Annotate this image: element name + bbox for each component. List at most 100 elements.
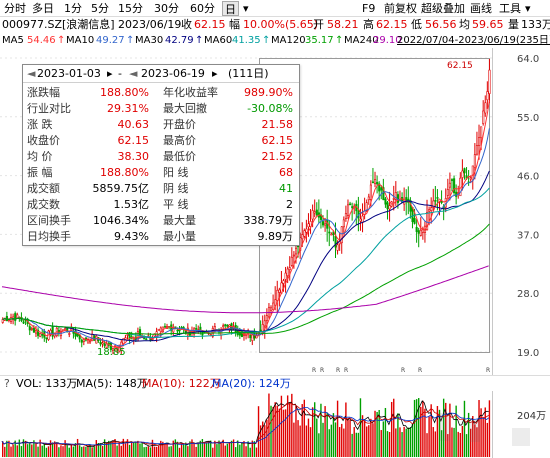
candle-body <box>45 337 48 340</box>
draw-line-button[interactable]: 画线 <box>470 2 492 15</box>
open-label: 开 <box>313 18 324 31</box>
stat-value: 62.15 <box>261 134 294 147</box>
end-date-picker-icon[interactable]: ◄ <box>129 67 138 80</box>
volume-bar <box>210 440 212 457</box>
volume-bar <box>472 416 474 457</box>
candle-body <box>34 330 38 334</box>
candle-body <box>340 226 343 244</box>
volume-bar <box>33 440 35 457</box>
volume-bar <box>303 399 305 457</box>
volume-bar <box>424 408 426 457</box>
volume-bar <box>151 439 154 457</box>
volume-bar <box>430 404 432 457</box>
volume-bar <box>380 430 382 457</box>
volume-bar <box>428 416 430 457</box>
stock-code-name[interactable]: 000977.SZ[浪潮信息] <box>2 18 115 31</box>
volume-bar <box>234 447 237 457</box>
tab-intraday[interactable]: 分时 <box>4 2 26 15</box>
candle-body <box>386 202 389 210</box>
candle-body <box>311 210 314 220</box>
volume-bar <box>368 425 370 457</box>
volume-bar <box>253 441 256 457</box>
stat-value: 2 <box>286 198 293 211</box>
candle-body <box>22 321 25 324</box>
volume-bar <box>176 441 179 457</box>
candle-body <box>74 330 77 337</box>
volume-bar <box>155 446 158 457</box>
volume-bar <box>89 444 91 457</box>
volume-bar <box>415 399 418 457</box>
adjust-button[interactable]: 前复权 <box>384 2 417 15</box>
tab-daily[interactable]: 日 <box>222 1 239 16</box>
candle-body <box>128 332 131 340</box>
volume-bar <box>251 440 253 457</box>
volume-bar <box>338 427 341 457</box>
date-picker-open-icon[interactable]: ◄ <box>27 67 36 80</box>
tab-15min[interactable]: 15分 <box>118 2 143 15</box>
start-date-dropdown-icon[interactable]: ▸ <box>107 67 113 80</box>
low-price-marker: 18.85 <box>97 347 126 358</box>
volume-bar <box>347 418 349 457</box>
volume-bar <box>355 432 357 457</box>
high-price-marker: 62.15 <box>447 61 473 71</box>
ma-range[interactable]: 2022/07/04-2023/06/19(235日) <box>397 35 550 46</box>
stat-value: 188.80% <box>100 166 149 179</box>
stat-label: 涨跌幅 <box>27 86 60 99</box>
indicator-help-icon[interactable]: ? <box>4 377 10 390</box>
volume-bar <box>361 415 364 457</box>
volume-bar <box>197 443 199 457</box>
volume-bar <box>470 428 472 457</box>
range-end-date[interactable]: 2023-06-19 <box>141 67 205 80</box>
candle-body <box>488 69 491 94</box>
volume-bar <box>278 408 281 457</box>
candle-body <box>288 267 291 271</box>
candle-body <box>251 334 254 341</box>
range-stats-row: 成交额 5859.75亿阴 线 41 <box>23 181 299 197</box>
stat-value: 1046.34% <box>93 214 149 227</box>
volume-bar <box>382 421 385 457</box>
volume-bar <box>2 441 4 457</box>
tab-60min[interactable]: 60分 <box>190 2 215 15</box>
tab-1min[interactable]: 1分 <box>64 2 82 15</box>
candle-body <box>259 329 262 332</box>
volume-bar <box>187 446 189 457</box>
volume-bar <box>241 442 243 457</box>
volume-bar <box>6 440 8 457</box>
ma5-up-arrow-icon: ↑ <box>57 35 66 46</box>
volume-bar <box>284 409 287 457</box>
volume-bar <box>170 446 172 457</box>
candle-body <box>93 335 96 341</box>
tools-button[interactable]: 工具 <box>499 2 521 15</box>
stat-label: 振 幅 <box>27 166 53 179</box>
overlay-button[interactable]: 超级叠加 <box>421 2 465 15</box>
candle-body <box>421 228 424 233</box>
volume-bar <box>482 417 484 457</box>
candle-body <box>145 338 148 341</box>
volume-bar <box>93 446 95 457</box>
end-date-dropdown-icon[interactable]: ▸ <box>212 67 218 80</box>
candle-body <box>284 272 287 280</box>
volume-bar <box>363 420 366 457</box>
volume-bar <box>266 419 268 457</box>
period-dropdown-icon[interactable]: ▾ <box>243 2 249 15</box>
tab-multi-day[interactable]: 多日 <box>32 2 54 15</box>
f9-button[interactable]: F9 <box>362 2 376 15</box>
volume-bar <box>357 432 360 457</box>
volume-bar <box>393 398 395 457</box>
low-value: 56.56 <box>425 18 457 31</box>
tab-30min[interactable]: 30分 <box>154 2 179 15</box>
ma60-up-arrow-icon: ↑ <box>262 35 271 46</box>
range-start-date[interactable]: 2023-01-03 <box>37 67 101 80</box>
tab-5min[interactable]: 5分 <box>91 2 109 15</box>
volume-bar <box>397 413 399 457</box>
volume-bar <box>118 441 120 457</box>
candle-body <box>111 348 115 351</box>
volume-bar <box>311 407 314 457</box>
candle-body <box>328 231 331 234</box>
volume-bar <box>41 445 43 457</box>
range-stats-row: 行业对比 29.31% 最大回撤 -30.08% <box>23 101 299 117</box>
tools-dropdown-icon[interactable]: ▾ <box>525 2 531 15</box>
candle-body <box>351 206 354 208</box>
volume-bar <box>465 434 468 457</box>
volume-bar <box>166 443 168 457</box>
